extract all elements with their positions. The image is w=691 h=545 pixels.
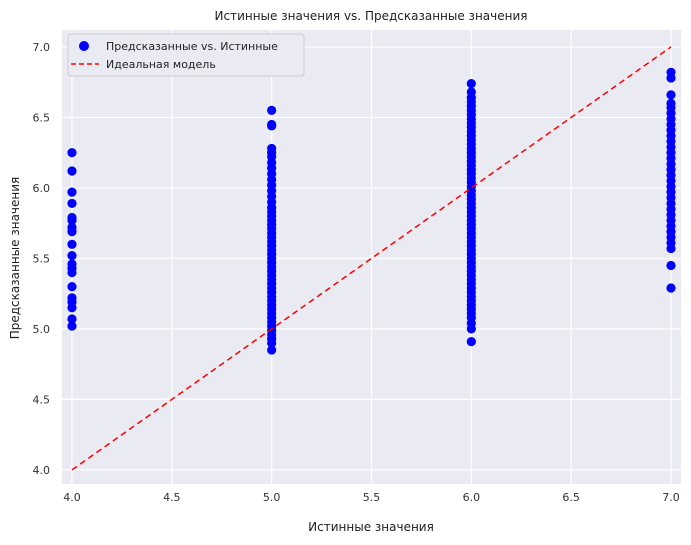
x-tick-label: 6.5: [562, 491, 580, 504]
y-tick-label: 6.5: [33, 111, 51, 124]
x-axis-title: Истинные значения: [308, 520, 434, 534]
x-tick-label: 4.0: [63, 491, 81, 504]
data-point: [67, 239, 77, 249]
data-point: [67, 166, 77, 176]
x-tick-label: 4.5: [163, 491, 181, 504]
data-point: [267, 121, 277, 131]
y-tick-label: 5.5: [33, 252, 51, 265]
legend-label-scatter: Предсказанные vs. Истинные: [106, 40, 278, 53]
data-point: [267, 345, 277, 355]
y-tick-label: 4.0: [33, 464, 51, 477]
data-point: [67, 215, 77, 225]
legend-box: [67, 33, 305, 77]
data-point: [666, 260, 676, 271]
legend-label-line: Идеальная модель: [106, 58, 216, 71]
y-tick-label: 6.0: [33, 182, 51, 195]
data-point: [466, 324, 476, 334]
x-tick-labels: 4.0 4.5 5.0 5.5 6.0 6.5 7.0: [63, 491, 680, 504]
data-point: [67, 198, 77, 209]
data-point: [67, 227, 77, 237]
chart-title: Истинные значения vs. Предсказанные знач…: [215, 9, 528, 23]
y-tick-label: 4.5: [33, 393, 51, 406]
y-tick-label: 7.0: [33, 41, 51, 54]
ideal-model-line: [71, 46, 672, 471]
y-axis-title: Предсказанные значения: [8, 177, 22, 340]
data-point: [67, 314, 77, 324]
data-point: [67, 187, 77, 197]
data-point: [67, 303, 77, 313]
x-tick-label: 7.0: [662, 491, 680, 504]
data-point: [666, 73, 676, 83]
scatter-series: [67, 67, 676, 355]
data-point: [267, 338, 277, 348]
data-point: [466, 78, 476, 89]
y-tick-label: 5.0: [33, 323, 51, 336]
data-point: [67, 321, 77, 331]
data-point: [67, 250, 77, 261]
series-layer: [67, 46, 676, 471]
data-point: [67, 267, 77, 278]
y-tick-labels: 4.0 4.5 5.0 5.5 6.0 6.5 7.0: [33, 41, 51, 477]
legend-marker-scatter: [79, 41, 89, 51]
data-point: [666, 90, 676, 100]
data-point: [67, 282, 77, 292]
x-tick-label: 5.0: [263, 491, 281, 504]
x-tick-label: 5.5: [363, 491, 381, 504]
legend: Предсказанные vs. Истинные Идеальная мод…: [67, 33, 305, 77]
data-point: [666, 243, 676, 254]
data-point: [267, 105, 277, 115]
data-point: [466, 336, 476, 347]
data-point: [666, 283, 676, 293]
data-point: [67, 148, 77, 158]
x-tick-label: 6.0: [463, 491, 481, 504]
